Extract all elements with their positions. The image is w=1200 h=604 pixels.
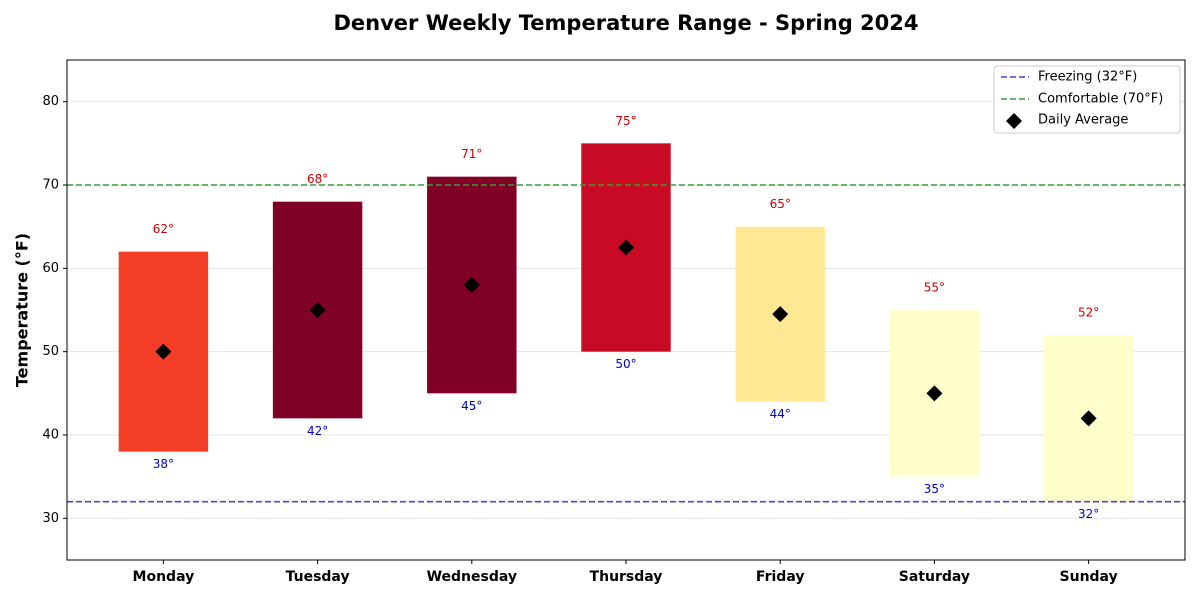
low-label: 44° [770, 407, 791, 421]
x-tick-label: Tuesday [286, 569, 350, 585]
average-marker [926, 385, 943, 402]
average-marker [618, 239, 634, 256]
y-tick-label: 50 [42, 344, 59, 359]
high-label: 55° [924, 281, 945, 295]
x-tick-label: Thursday [590, 569, 663, 585]
average-marker [309, 302, 326, 318]
low-label: 38° [153, 457, 174, 471]
y-tick-label: 40 [42, 428, 59, 443]
low-label: 35° [924, 482, 945, 496]
legend-label: Comfortable (70°F) [1038, 92, 1163, 107]
average-marker [1080, 410, 1097, 427]
low-label: 50° [615, 357, 636, 371]
x-tick-label: Friday [756, 569, 805, 585]
high-label: 68° [307, 172, 328, 186]
x-tick-label: Wednesday [427, 569, 517, 585]
high-label: 52° [1078, 306, 1099, 320]
average-marker [463, 277, 480, 293]
low-label: 32° [1078, 507, 1099, 521]
x-tick-label: Monday [133, 569, 195, 585]
x-tick-label: Saturday [899, 569, 970, 585]
low-label: 42° [307, 424, 328, 438]
average-marker [772, 306, 789, 323]
low-label: 45° [461, 399, 482, 413]
high-label: 62° [153, 222, 174, 236]
legend-label: Daily Average [1038, 113, 1128, 128]
average-marker [155, 343, 172, 360]
y-tick-label: 80 [42, 94, 59, 109]
legend-marker [1006, 113, 1022, 129]
legend: Freezing (32°F) Comfortable (70°F) Daily A… [993, 65, 1181, 134]
plot-frame [66, 59, 1186, 561]
high-label: 65° [770, 197, 791, 211]
y-tick-label: 70 [42, 178, 59, 193]
legend-label: Freezing (32°F) [1038, 70, 1137, 85]
y-tick-label: 60 [42, 261, 59, 276]
legend-box [993, 65, 1181, 134]
y-axis-label: Temperature (°F) [13, 233, 32, 387]
chart-title: Denver Weekly Temperature Range - Spring… [333, 11, 918, 35]
high-label: 71° [461, 147, 482, 161]
high-label: 75° [615, 114, 636, 128]
y-tick-label: 30 [42, 511, 59, 526]
x-tick-label: Sunday [1060, 569, 1118, 585]
